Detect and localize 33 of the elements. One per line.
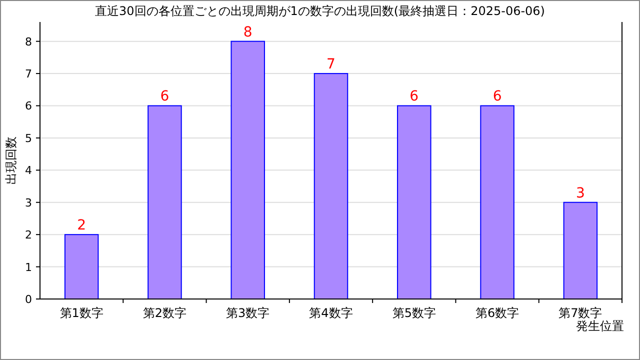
bar (148, 105, 182, 300)
y-tick-label: 0 (25, 293, 32, 306)
chart-title: 直近30回の各位置ごとの出現周期が1の数字の出現回数(最終抽選日：2025-06-06) (94, 4, 546, 18)
data-label: 2 (77, 218, 86, 234)
bar (314, 73, 348, 300)
x-tick-label: 第2数字 (142, 306, 187, 320)
data-label: 3 (576, 185, 585, 202)
x-tick-label: 第6数字 (475, 306, 520, 320)
bar (480, 105, 514, 300)
y-tick-label: 7 (25, 68, 32, 81)
data-label: 6 (492, 88, 502, 105)
bar (230, 40, 265, 300)
y-axis-title: 出現回数 (4, 136, 18, 184)
x-tick-label: 第4数字 (309, 306, 353, 320)
x-tick-label: 第5数字 (392, 306, 436, 320)
x-axis-title: 発生位置 (576, 319, 624, 333)
y-tick-label: 2 (25, 228, 32, 242)
y-tick-label: 6 (25, 100, 32, 113)
y-tick-label: 8 (25, 35, 32, 48)
data-label: 6 (410, 88, 419, 105)
bar (64, 234, 99, 300)
data-label: 7 (326, 56, 336, 73)
bar (563, 202, 598, 300)
x-tick-label: 第3数字 (226, 306, 270, 320)
y-tick-label: 3 (25, 196, 32, 210)
data-label: 8 (243, 24, 252, 40)
data-label: 6 (160, 88, 170, 105)
x-tick-label: 第1数字 (60, 306, 104, 320)
bar (397, 105, 432, 300)
x-tick-label: 第7数字 (558, 306, 602, 320)
y-tick-label: 4 (25, 164, 32, 178)
y-tick-label: 5 (25, 132, 32, 145)
y-tick-label: 1 (25, 260, 32, 274)
